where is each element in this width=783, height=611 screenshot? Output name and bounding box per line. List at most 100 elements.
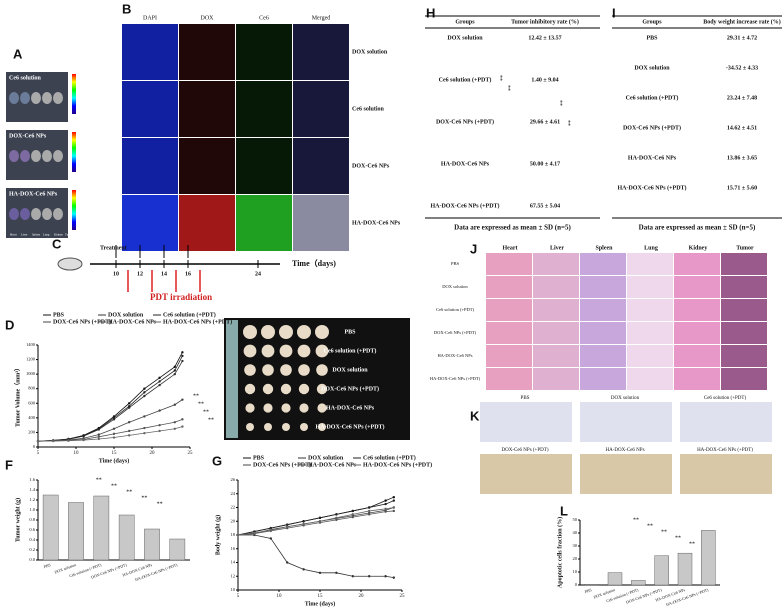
y-tick-label: 1400: [26, 342, 36, 347]
legend-label: HA-DOX-Ce6 NPs: [308, 462, 357, 468]
point: [36, 439, 40, 443]
legend-label: DOX-Ce6 NPs (+PDT): [53, 318, 111, 325]
point: [181, 354, 184, 358]
point: [143, 394, 146, 398]
point: [286, 525, 289, 528]
significance: **: [633, 517, 639, 523]
point: [97, 427, 101, 430]
image-label: PBS: [521, 396, 530, 401]
panel-label: C: [52, 236, 62, 251]
point: [173, 403, 176, 406]
organ: [20, 208, 30, 220]
point: [368, 575, 371, 578]
bar: [42, 494, 59, 561]
point: [173, 372, 176, 376]
micrograph: [293, 81, 349, 137]
point: [392, 506, 395, 509]
organ: [20, 150, 30, 162]
table-cell: 14.62 ± 4.51: [727, 125, 757, 131]
ihc-image: [680, 402, 772, 442]
tumor: [298, 383, 310, 395]
legend-label: DOX solution: [108, 312, 144, 318]
y-axis-label: Body weight (g): [214, 515, 221, 555]
legend-label: Ce6 solution (+PDT): [363, 454, 416, 461]
micrograph: [236, 24, 292, 80]
organ: [53, 208, 63, 220]
organ-label: Lung: [43, 233, 50, 237]
point: [143, 426, 146, 430]
micrograph: [236, 81, 292, 137]
significance: **: [647, 523, 653, 529]
tumor: [318, 423, 326, 431]
point: [368, 509, 371, 513]
histology: [627, 322, 673, 344]
tumor: [298, 364, 310, 376]
tumor: [263, 403, 273, 413]
significance: **: [203, 409, 209, 415]
y-tick-label: 30: [573, 543, 578, 548]
tumor: [280, 383, 292, 395]
organ: [9, 92, 19, 104]
line: [238, 534, 394, 579]
row-label: DOX-Ce6 NPs: [352, 163, 390, 169]
table-header: Body weight increase rate (%): [703, 18, 781, 25]
histology: [721, 276, 767, 298]
point: [384, 507, 387, 511]
y-tick-label: 22: [231, 505, 236, 510]
table-cell: 1.40 ± 9.04: [531, 77, 558, 83]
panel-label: I: [612, 5, 616, 20]
ihc-image: [480, 454, 572, 494]
group-label: Ce6 solution (+PDT): [324, 347, 377, 354]
column-label: Ce6: [259, 15, 269, 21]
day-label: 10: [113, 271, 119, 277]
row-label: Ce6 solution (+PDT): [436, 307, 475, 312]
significance: **: [675, 535, 681, 541]
day-label: 24: [255, 271, 261, 277]
histology: [627, 276, 673, 298]
tumor: [299, 403, 309, 413]
organ-label: Kidney: [54, 233, 63, 237]
panel-label: F: [5, 457, 13, 472]
table-cell: DOX solution: [447, 35, 483, 41]
image-label: HA-DOX-Ce6 NPs: [605, 448, 644, 453]
table-cell: 29.66 ± 4.61: [530, 119, 560, 125]
point: [112, 436, 116, 439]
bar: [68, 502, 84, 561]
point: [158, 423, 161, 427]
significance: **: [111, 483, 117, 489]
point: [112, 427, 116, 430]
micrograph: [122, 81, 178, 137]
panel-label: J: [470, 241, 477, 256]
day-label: 16: [185, 271, 191, 277]
micrograph: [179, 138, 235, 194]
y-tick-label: 0.4: [29, 537, 35, 542]
organ: [53, 150, 63, 162]
significance: **: [497, 75, 503, 81]
histology: [674, 276, 720, 298]
point: [112, 432, 116, 436]
histology: [533, 253, 579, 275]
point: [128, 434, 131, 437]
day-label: 12: [137, 271, 143, 277]
y-tick-label: 1.4: [29, 487, 35, 492]
panel-label: G: [212, 453, 222, 468]
table-footer: Data are expressed as mean ± SD (n=5): [454, 224, 571, 232]
x-tick-label: 5: [37, 451, 40, 456]
y-tick-label: 40: [573, 530, 578, 535]
bar: [607, 572, 623, 586]
micrograph: [122, 138, 178, 194]
tumor: [261, 325, 275, 339]
line: [237, 507, 394, 536]
column-label: Lung: [644, 245, 658, 251]
row-label: Ce6 solution: [352, 106, 385, 112]
point: [97, 437, 101, 441]
point: [351, 513, 354, 516]
organ-label: Spleen: [32, 233, 41, 237]
histology: [486, 345, 532, 367]
point: [392, 576, 395, 579]
histology: [627, 368, 673, 390]
point: [392, 509, 395, 513]
group-label: PBS: [344, 329, 356, 335]
table-cell: Ce6 solution (+PDT): [626, 94, 679, 101]
